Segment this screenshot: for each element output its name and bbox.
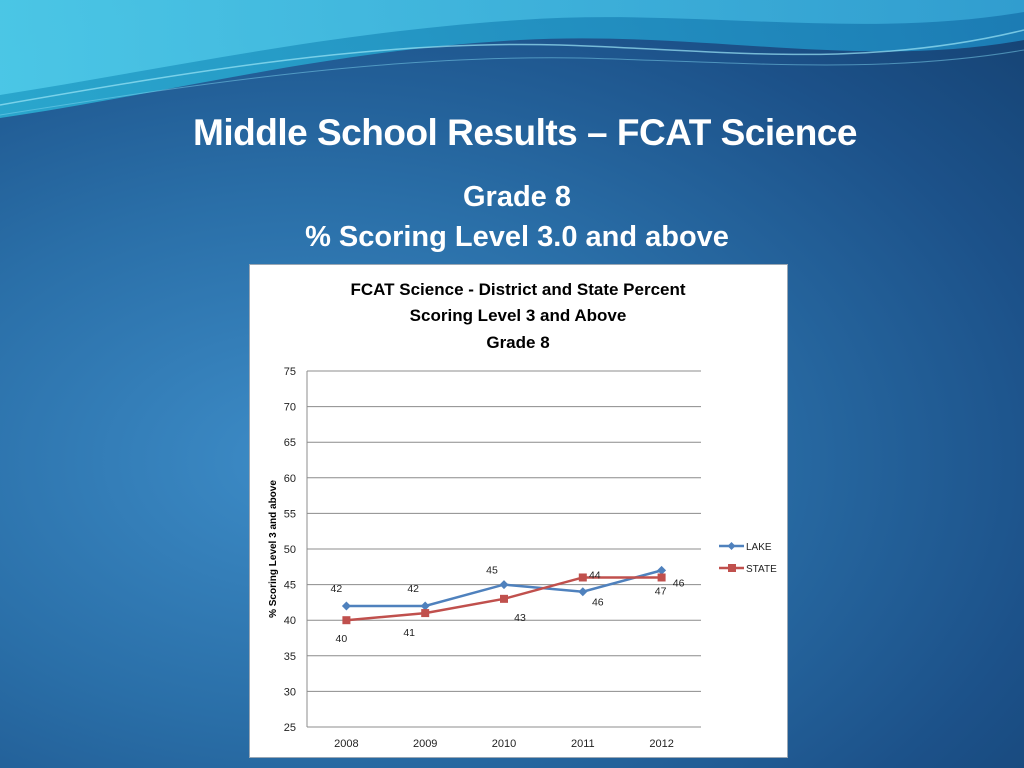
x-tick-label: 2010 bbox=[492, 738, 516, 750]
data-label-lake: 45 bbox=[486, 565, 498, 577]
y-tick-label: 40 bbox=[284, 615, 296, 627]
slide-subtitle-metric: % Scoring Level 3.0 and above bbox=[305, 221, 729, 253]
y-tick-label: 70 bbox=[284, 402, 296, 414]
chart-title-line-3: Grade 8 bbox=[486, 333, 549, 352]
chart-title-line-1: FCAT Science - District and State Percen… bbox=[350, 280, 685, 299]
y-axis-label: % Scoring Level 3 and above bbox=[268, 480, 279, 618]
data-point-state bbox=[421, 609, 430, 618]
y-tick-label: 60 bbox=[284, 473, 296, 485]
slide-title: Middle School Results – FCAT Science bbox=[193, 112, 857, 153]
legend-marker-lake bbox=[727, 542, 736, 550]
y-tick-label: 50 bbox=[284, 544, 296, 556]
chart-panel: FCAT Science - District and State Percen… bbox=[249, 264, 788, 758]
chart-title-line-2: Scoring Level 3 and Above bbox=[410, 306, 627, 325]
data-point-lake bbox=[657, 565, 667, 575]
data-label-lake: 42 bbox=[331, 583, 343, 595]
y-tick-label: 75 bbox=[284, 366, 296, 378]
legend-label-state: STATE bbox=[746, 564, 777, 575]
y-tick-label: 45 bbox=[284, 580, 296, 592]
data-point-state bbox=[578, 573, 587, 582]
decorative-wave-banner bbox=[0, 0, 1024, 118]
data-label-lake: 46 bbox=[592, 597, 604, 609]
data-label-state: 46 bbox=[673, 577, 685, 589]
y-tick-label: 55 bbox=[284, 508, 296, 520]
y-tick-label: 25 bbox=[284, 722, 296, 734]
data-label-state: 40 bbox=[336, 633, 348, 645]
data-label-lake: 47 bbox=[655, 585, 667, 597]
line-chart: FCAT Science - District and State Percen… bbox=[268, 280, 777, 750]
x-tick-label: 2009 bbox=[413, 738, 437, 750]
x-tick-label: 2012 bbox=[649, 738, 673, 750]
x-tick-label: 2008 bbox=[334, 738, 358, 750]
y-tick-label: 65 bbox=[284, 437, 296, 449]
data-label-state: 43 bbox=[514, 612, 526, 624]
legend-marker-state bbox=[728, 564, 736, 572]
data-label-state: 41 bbox=[403, 627, 415, 639]
data-point-lake bbox=[341, 601, 351, 611]
y-tick-label: 30 bbox=[284, 686, 296, 698]
data-point-lake bbox=[499, 580, 509, 590]
data-point-state bbox=[657, 573, 666, 582]
x-tick-label: 2011 bbox=[571, 738, 595, 750]
data-label-state: 44 bbox=[589, 569, 601, 581]
data-point-state bbox=[342, 616, 351, 625]
data-point-lake bbox=[578, 587, 588, 597]
y-tick-label: 35 bbox=[284, 651, 296, 663]
data-point-state bbox=[500, 594, 508, 603]
data-point-lake bbox=[420, 601, 430, 611]
slide-subtitle-grade: Grade 8 bbox=[463, 181, 571, 213]
data-label-lake: 42 bbox=[407, 583, 419, 595]
legend-label-lake: LAKE bbox=[746, 542, 772, 553]
